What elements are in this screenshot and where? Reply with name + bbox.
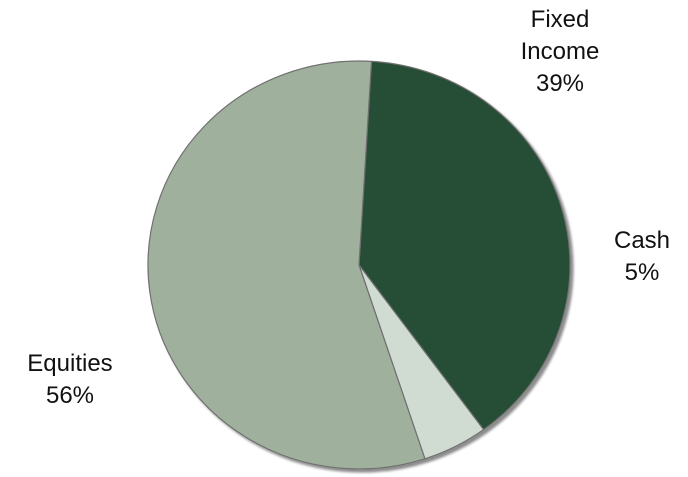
slice-label-equities-name: Equities (27, 350, 113, 377)
slice-label-fixed-income-line2: Income (520, 38, 600, 65)
pie-slice-equities (147, 60, 426, 470)
slice-label-cash-percent: 5% (624, 259, 660, 286)
slice-label-fixed-income: Fixed Income 39% (512, 4, 608, 100)
slice-label-cash: Cash 5% (598, 225, 686, 289)
slice-label-fixed-income-line1: Fixed (530, 6, 590, 33)
slice-label-equities-percent: 56% (45, 382, 95, 409)
pie-slice-fixed-income (358, 60, 571, 431)
pie-slices (147, 60, 571, 470)
slice-label-fixed-income-percent: 39% (535, 70, 585, 97)
slice-label-equities: Equities 56% (12, 348, 128, 412)
slice-label-cash-name: Cash (613, 227, 671, 254)
